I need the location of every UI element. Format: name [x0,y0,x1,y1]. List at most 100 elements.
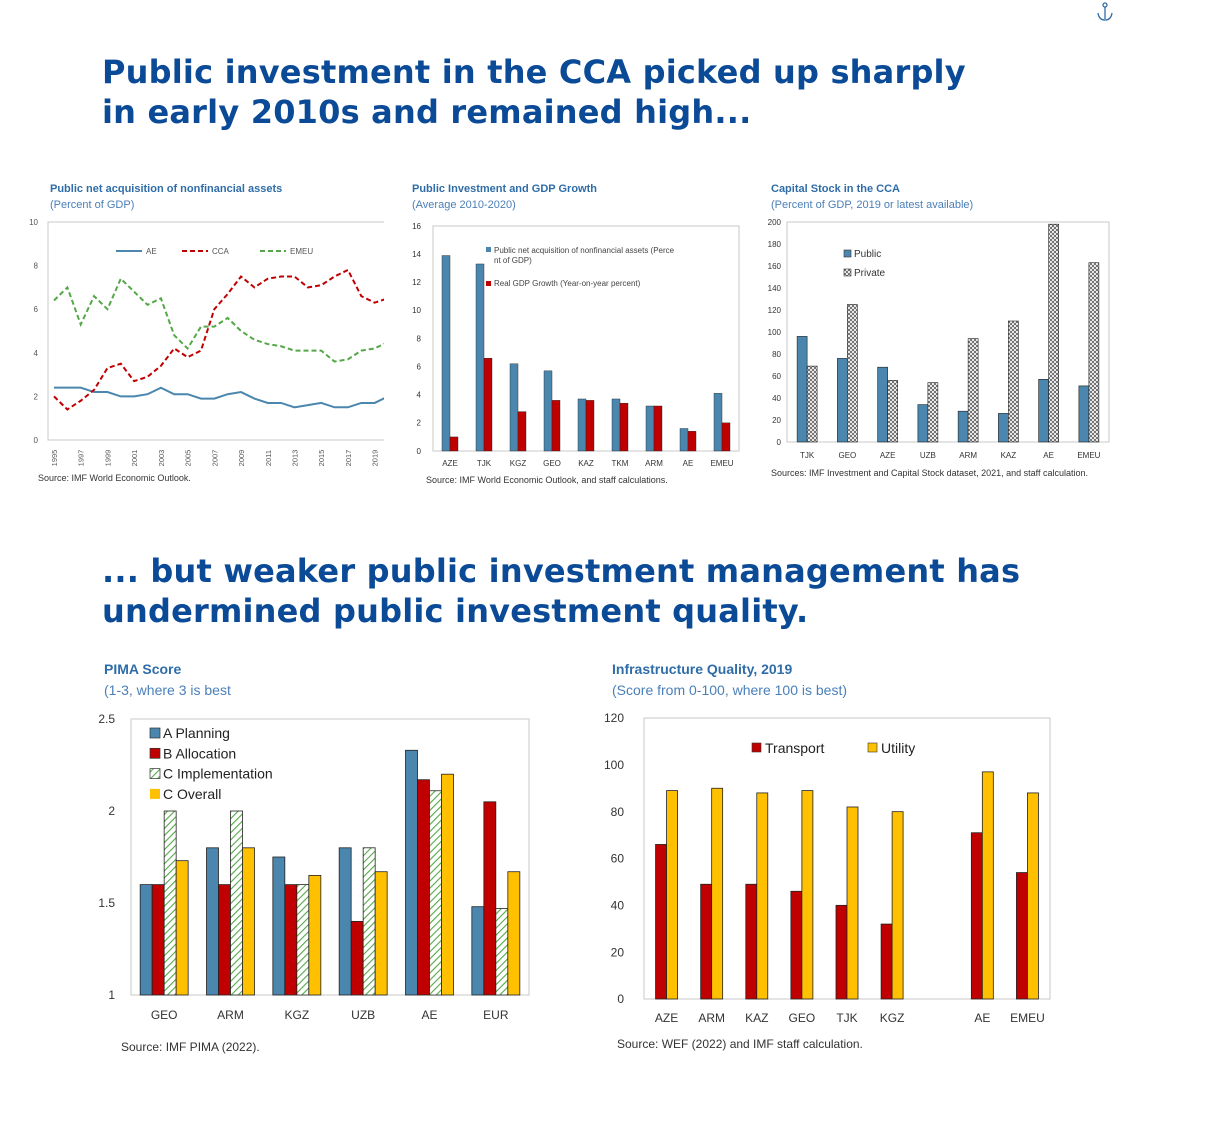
x-tick-label: 2015 [317,450,326,467]
legend-label: C Implementation [163,766,273,782]
legend-swatch [149,747,161,759]
bar [441,255,451,452]
series-line [53,276,384,363]
x-tick-label: GEO [838,451,856,460]
bar [713,393,723,452]
x-tick-label: UZB [920,451,936,460]
bar [1078,385,1090,443]
bar [611,398,621,452]
chart2-source: Source: IMF World Economic Outlook, and … [426,475,668,485]
y-tick-label: 6 [417,362,422,371]
chart5-source: Source: WEF (2022) and IMF staff calcula… [617,1037,863,1051]
bar [967,338,979,443]
x-tick-label: AE [683,459,694,468]
y-tick-label: 4 [417,391,422,400]
x-tick-label: 2003 [157,450,166,467]
legend-label: Public [854,249,881,260]
chart3-source: Sources: IMF Investment and Capital Stoc… [771,468,1089,478]
series-line [53,268,384,411]
x-tick-label: EUR [483,1008,509,1022]
x-tick-label: ARM [217,1008,244,1022]
x-tick-label: GEO [543,459,561,468]
legend-label: EMEU [290,247,313,256]
y-tick-label: 100 [768,328,782,337]
legend-swatch [486,281,491,286]
bar [139,884,153,996]
bar [998,413,1009,443]
y-tick-label: 2 [34,392,39,401]
y-tick-label: 100 [604,758,624,772]
bar [507,871,521,996]
y-tick-label: 40 [611,899,625,913]
legend-label: Transport [765,740,825,756]
bar [1088,262,1100,443]
bar [308,874,322,996]
legend-swatch [751,742,762,753]
legend-swatch [843,249,852,258]
x-tick-label: 2009 [237,450,246,467]
x-tick-label: AE [1043,451,1054,460]
bar [517,411,527,452]
bar [957,410,969,443]
bar [837,358,848,443]
bar [242,847,255,996]
x-tick-label: 2005 [184,450,193,467]
bar [449,436,459,452]
chart1-plot: 0 2 4 6 8 10 1995 1997 1999 2001 2003 2005 2007 2009 2… [29,218,384,467]
y-tick-label: 2 [417,419,422,428]
x-tick-label: GEO [151,1008,178,1022]
bar [1008,320,1019,443]
plot-frame [47,221,384,441]
bar [687,431,697,452]
bar [218,884,231,996]
x-tick-label: 1997 [77,450,86,467]
y-tick-label: 10 [412,306,421,315]
x-tick-label: KAZ [1001,451,1017,460]
legend-label: AE [146,247,157,256]
y-tick-label: 80 [772,350,781,359]
bar [917,404,929,443]
x-tick-label: 2007 [210,450,219,467]
legend-swatch [843,268,852,277]
bar [970,832,983,1000]
chart3-plot: 0 20 40 60 80 100 120 140 160 180 200 TJK GEO AZE UZB A… [768,218,1110,460]
x-tick-label: AZE [442,459,458,468]
x-tick-label: AE [974,1011,990,1025]
y-tick-label: 0 [417,447,422,456]
legend-swatch [486,247,491,252]
bar [151,884,165,996]
bar [362,847,376,996]
y-tick-label: 60 [611,852,625,866]
y-tick-label: 16 [412,222,421,231]
x-tick-label: GEO [789,1011,816,1025]
x-tick-label: TKM [612,459,629,468]
legend-label: B Allocation [163,745,236,761]
x-tick-label: UZB [351,1008,375,1022]
bar [700,883,713,1000]
y-tick-label: 200 [768,218,782,227]
chart1-source: Source: IMF World Economic Outlook. [38,473,191,483]
chart4-title: PIMA Score [104,661,182,677]
y-tick-label: 12 [412,278,421,287]
x-tick-label: KAZ [745,1011,768,1025]
bar [891,811,904,1000]
x-tick-label: AE [421,1008,437,1022]
legend-label: Private [854,268,886,279]
chart5-title: Infrastructure Quality, 2019 [612,661,793,677]
chart3-title: Capital Stock in the CCA [771,183,900,195]
bar [1016,872,1028,1000]
chart2-plot: 0 2 4 6 8 10 12 14 16 AZE TJK KGZ GEO KAZ TKM ARM AE EMEU… [412,222,740,468]
bar [679,428,689,452]
y-tick-label: 40 [772,394,781,403]
y-tick-label: 14 [412,250,421,259]
bar [796,336,808,443]
chart2-title: Public Investment and GDP Growth [412,183,597,195]
bar [880,923,893,1000]
y-tick-label: 2 [108,804,115,818]
bar [551,400,561,452]
y-tick-label: 160 [768,262,782,271]
x-tick-label: TJK [477,459,492,468]
y-tick-label: 180 [768,240,782,249]
bar [745,883,758,1000]
bar [175,860,189,996]
